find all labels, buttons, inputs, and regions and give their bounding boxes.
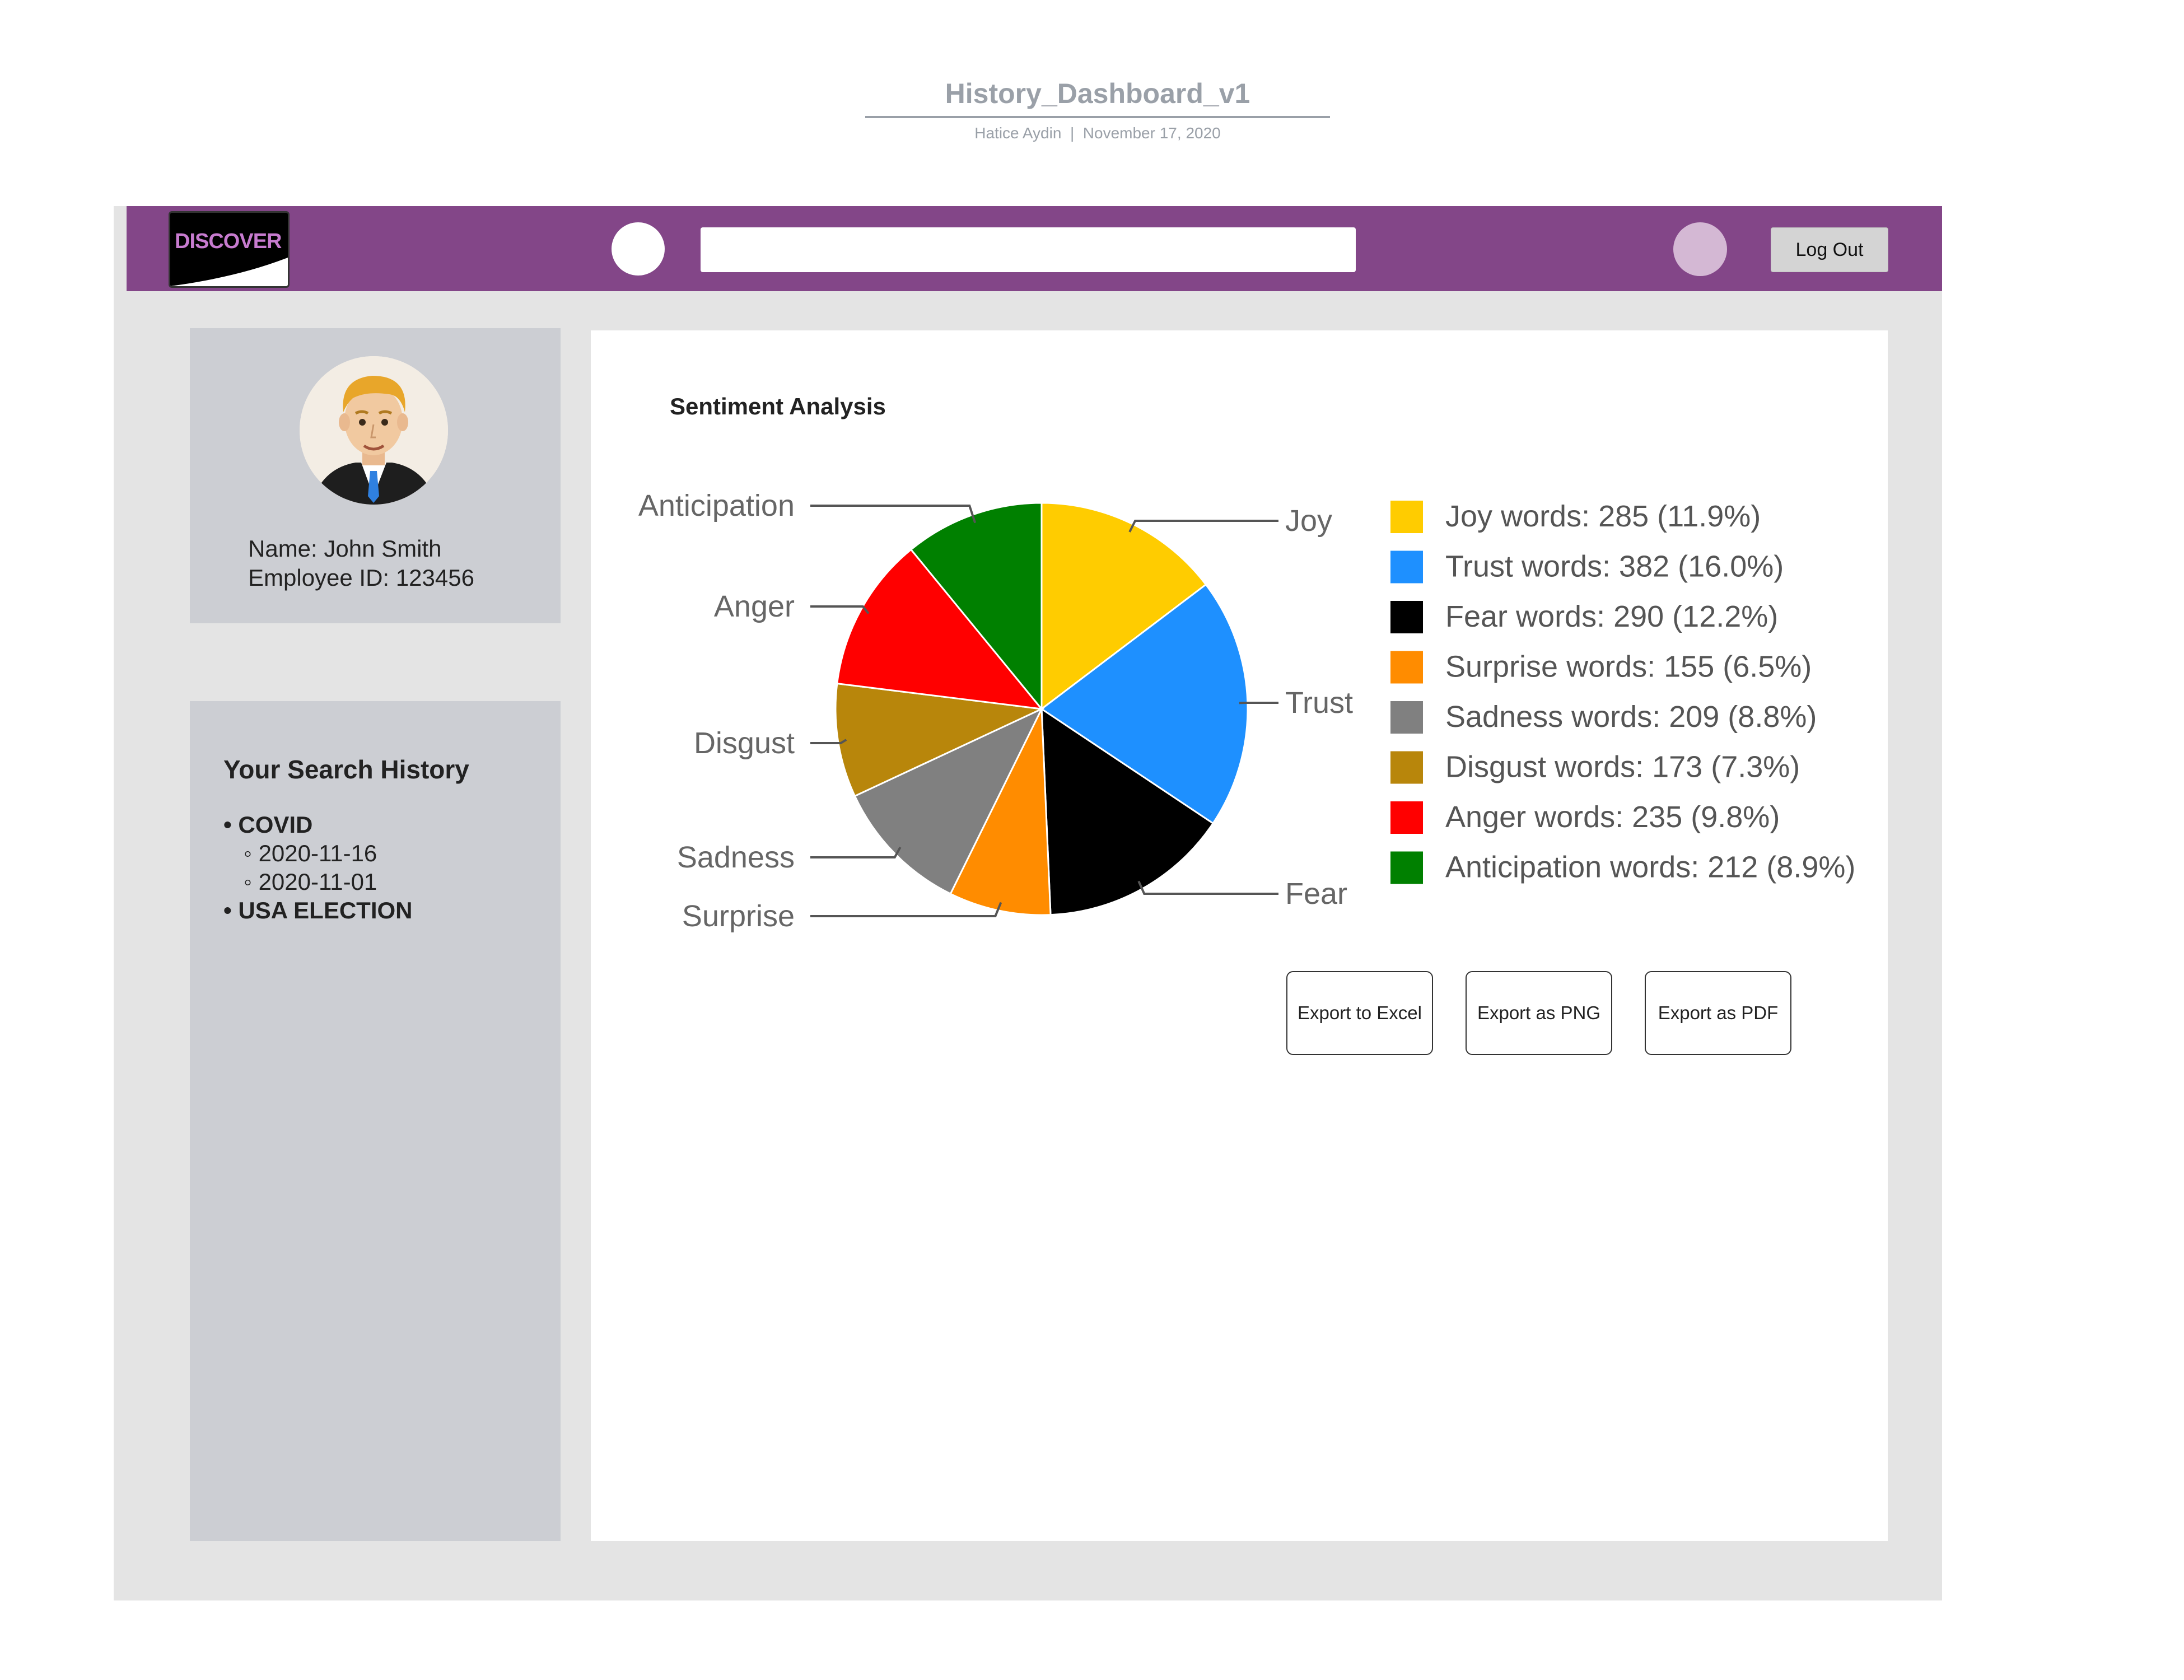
profile-card: Name: John Smith Employee ID: 123456 <box>190 328 561 623</box>
legend-label-sadness: Sadness words: 209 (8.8%) <box>1445 700 1817 734</box>
callout-label-joy: Joy <box>1285 504 1332 538</box>
export-png-button[interactable]: Export as PNG <box>1466 971 1612 1055</box>
callout-line-anticipation <box>810 505 977 524</box>
history-date[interactable]: ◦ 2020-11-01 <box>244 869 377 895</box>
legend-label-fear: Fear words: 290 (12.2%) <box>1445 600 1778 633</box>
history-date[interactable]: ◦ 2020-11-16 <box>244 840 377 866</box>
logo-swoosh-icon <box>170 258 288 286</box>
search-input[interactable] <box>701 227 1356 272</box>
history-item-covid[interactable]: • COVID <box>223 811 313 838</box>
callout-label-surprise: Surprise <box>682 899 795 933</box>
document-date: November 17, 2020 <box>1082 124 1221 142</box>
legend-label-surprise: Surprise words: 155 (6.5%) <box>1445 650 1812 684</box>
search-history-title: Your Search History <box>223 755 469 784</box>
callout-line-surprise <box>810 902 1002 917</box>
callout-label-anger: Anger <box>714 590 795 623</box>
legend-swatch-fear <box>1390 601 1423 633</box>
profile-employee-id: Employee ID: 123456 <box>248 564 474 591</box>
callout-label-trust: Trust <box>1285 686 1353 720</box>
legend-swatch-sadness <box>1390 701 1423 734</box>
legend-swatch-anger <box>1390 801 1423 834</box>
main-panel: Sentiment Analysis Joy Trust Fear Surprise S… <box>591 330 1888 1541</box>
pie-slice-disgust <box>834 682 1045 797</box>
legend-label-disgust: Disgust words: 173 (7.3%) <box>1445 750 1800 784</box>
chart-title: Sentiment Analysis <box>670 393 886 419</box>
callout-line-sadness <box>810 846 902 858</box>
legend-label-joy: Joy words: 285 (11.9%) <box>1445 500 1761 533</box>
export-excel-button[interactable]: Export to Excel <box>1286 971 1433 1055</box>
legend-swatch-joy <box>1390 501 1423 533</box>
legend-label-trust: Trust words: 382 (16.0%) <box>1445 550 1784 584</box>
history-item-usa-election[interactable]: • USA ELECTION <box>223 897 413 923</box>
callout-label-anticipation: Anticipation <box>638 489 795 522</box>
pie-slice-anger <box>836 548 1044 710</box>
person-avatar-icon <box>300 356 448 505</box>
pie-slice-sadness <box>853 707 1044 895</box>
legend-swatch-trust <box>1390 550 1423 584</box>
profile-name: Name: John Smith <box>248 535 442 562</box>
legend-swatch-anticipation <box>1390 851 1423 884</box>
legend-label-anger: Anger words: 235 (9.8%) <box>1445 800 1780 834</box>
document-meta: Hatice Aydin | November 17, 2020 <box>974 124 1221 142</box>
legend-swatch-surprise <box>1390 651 1423 684</box>
sentiment-pie-chart: Joy Trust Fear Surprise Sadness Disgust Anger A… <box>638 489 1856 933</box>
callout-line-fear <box>1137 880 1278 895</box>
discover-logo[interactable]: DISCOVER <box>169 211 290 288</box>
title-divider <box>865 116 1330 118</box>
search-history-list: • COVID ◦ 2020-11-16 ◦ 2020-11-01 • USA … <box>223 810 413 925</box>
logout-button[interactable]: Log Out <box>1771 227 1888 272</box>
pie-slice-surprise <box>949 708 1052 916</box>
callout-line-anger <box>810 605 870 614</box>
profile-avatar <box>300 356 448 505</box>
callout-label-disgust: Disgust <box>694 726 795 760</box>
menu-circle-button[interactable] <box>612 222 665 276</box>
callout-label-sadness: Sadness <box>677 841 795 874</box>
export-pdf-button[interactable]: Export as PDF <box>1645 971 1791 1055</box>
legend-label-anticipation: Anticipation words: 212 (8.9%) <box>1445 851 1855 884</box>
callout-line-joy <box>1128 520 1278 533</box>
author-name: Hatice Aydin <box>974 124 1062 142</box>
user-avatar-button[interactable] <box>1673 222 1727 276</box>
search-history-card: Your Search History • COVID ◦ 2020-11-16… <box>190 701 561 1541</box>
callout-line-disgust <box>810 739 847 744</box>
logo-text: DISCOVER <box>175 230 282 253</box>
document-title: History_Dashboard_v1 <box>945 78 1250 109</box>
callout-label-fear: Fear <box>1285 877 1347 911</box>
legend-swatch-disgust <box>1390 751 1423 784</box>
